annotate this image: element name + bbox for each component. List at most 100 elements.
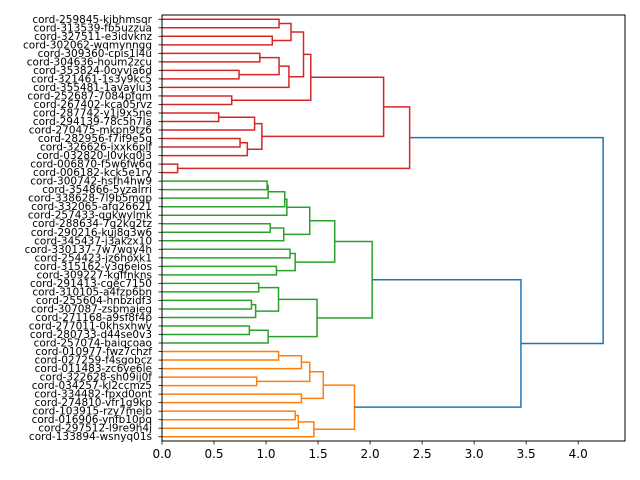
dendrogram-link (162, 227, 285, 242)
dendrogram-link (162, 265, 278, 276)
dendrogram-link (162, 282, 260, 293)
dendrogram-link (162, 163, 179, 174)
dendrogram-link (162, 65, 290, 89)
leaf-label: cord-010977-fwz7chzf (35, 346, 152, 358)
leaf-label: cord-302062-wqmynngg (23, 39, 152, 51)
leaf-label: cord-345437-j3akzx10 (34, 235, 152, 247)
dendrogram-link (272, 22, 292, 42)
leaf-label: cord-103915-rzy7mejb (32, 406, 152, 418)
leaf-label: cord-133894-wsnyq01s (29, 431, 152, 443)
dendrogram-link (162, 376, 258, 387)
leaf-label: cord-255604-hnbzidf3 (36, 295, 152, 307)
leaf-label: cord-334482-fpxd0ont (34, 389, 152, 401)
dendrogram-link (261, 76, 385, 138)
leaf-label: cord-309360-cpis1l4u (38, 48, 152, 60)
leaf-label: cord-327511-e3idvknz (34, 31, 152, 43)
leaf-label: cord-309227-kgffnkns (37, 269, 153, 281)
dendrogram-link (354, 278, 522, 408)
leaf-label: cord-291413-cgec7150 (30, 278, 152, 290)
x-tick-label: 4.0 (569, 447, 588, 461)
leaf-label: cord-287742-y1j9x5ne (33, 107, 152, 119)
leaf-label: cord-252687-7084pfqm (27, 90, 152, 102)
leaf-label: cord-290216-kuj8g3w6 (31, 227, 153, 239)
dendrogram-link (162, 355, 303, 370)
leaf-label: cord-315162-y3g6eios (34, 261, 152, 273)
dendrogram-link (231, 53, 312, 101)
leaf-label: cord-288634-7g2kg2tz (32, 218, 152, 230)
leaf-label: cord-011483-zc6ye6le (35, 363, 152, 375)
dendrogram-link (162, 329, 269, 344)
x-tick-label: 0.0 (152, 447, 171, 461)
x-tick-label: 3.5 (517, 447, 536, 461)
dendrogram-link (162, 222, 271, 234)
dendrogram-link (276, 252, 296, 272)
leaf-label: cord-338628-7l9b5mqp (28, 193, 152, 205)
dendrogram-link (409, 136, 604, 345)
dendrogram-link (162, 325, 251, 336)
leaf-label: cord-267402-kca05rvz (34, 99, 153, 111)
dendrogram-link (268, 298, 318, 338)
leaf-label: cord-270475-mkpn9tz6 (29, 125, 153, 137)
leaf-label: cord-355481-1avaylu3 (33, 82, 152, 94)
leaf-label: cord-300742-hsfh4hw9 (30, 176, 152, 188)
dendrogram-link (162, 303, 257, 319)
leaf-label: cord-016906-ynfb10pq (32, 414, 152, 426)
dendrogram-link (162, 414, 300, 429)
leaf-label: cord-257074-baiqcoao (34, 338, 152, 350)
dendrogram-link (283, 206, 311, 236)
dendrogram-link (162, 116, 256, 131)
leaf-label: cord-326626-ixxk6plf (40, 142, 152, 154)
leaf-label: cord-254423-jz6hoxk1 (35, 252, 153, 264)
leaf-label: cord-332065-afq26621 (31, 201, 152, 213)
leaf-label: cord-032820-l0vkq0j3 (37, 150, 153, 162)
dendrogram-link (317, 240, 373, 319)
leaf-label: cord-257433-qgkwylmk (28, 210, 153, 222)
leaf-label: cord-310105-a4fzp6bn (32, 286, 152, 298)
dendrogram-link (177, 106, 411, 170)
leaf-label: cord-297512-l9re9h4j (38, 423, 152, 435)
dendrogram-link (255, 286, 280, 312)
dendrogram-link (162, 18, 280, 29)
dendrogram-link (288, 31, 305, 78)
dendrogram-link (162, 350, 280, 361)
leaf-label: cord-304636-houm2zcu (27, 56, 152, 68)
leaf-label: cord-307087-zsbmaieg (31, 303, 152, 315)
dendrogram-link (162, 248, 291, 259)
leaf-label: cord-006870-f5w6fw6q (30, 159, 152, 171)
x-tick-label: 1.5 (309, 447, 328, 461)
leaf-label: cord-277011-0khsxhwv (29, 320, 152, 332)
leaf-label: cord-321461-1s3y9kc5 (31, 73, 152, 85)
x-tick-label: 3.0 (465, 447, 484, 461)
x-tick-label: 1.0 (256, 447, 275, 461)
dendrogram-link (162, 112, 220, 123)
dendrogram-link (162, 69, 240, 80)
x-tick-label: 2.0 (361, 447, 380, 461)
leaf-label: cord-294139-78c5h7la (33, 116, 152, 128)
dendrogram-link (162, 299, 253, 310)
leaf-label: cord-330137-7w7wqy4h (25, 244, 152, 256)
leaf-label: cord-271168-a9sf8f4p (35, 312, 152, 324)
dendrogram-link (162, 410, 296, 421)
leaf-label: cord-027259-f4sgobcz (34, 355, 152, 367)
dendrogram-link (247, 122, 263, 150)
leaf-label: cord-280733-d44se0v3 (30, 329, 152, 341)
dendrogram-link (162, 393, 303, 404)
leaf-label: cord-353824-0oyvja6d (33, 65, 152, 77)
dendrogram-link (162, 52, 261, 63)
dendrogram-link (162, 142, 249, 157)
plot-frame (161, 14, 626, 442)
leaf-label: cord-354866-5yzalrri (42, 184, 152, 196)
dendrogram-link (162, 180, 268, 191)
dendrogram-link (162, 184, 269, 199)
x-tick-label: 0.5 (204, 447, 223, 461)
dendrogram-link (313, 384, 356, 431)
leaf-label: cord-006182-kck5e1ry (33, 167, 152, 179)
leaf-label: cord-282956-f7if9e5q (38, 133, 152, 145)
x-tick-label: 2.5 (413, 447, 432, 461)
dendrogram-link (162, 35, 274, 46)
leaf-label: cord-313539-fb5uzzua (34, 22, 152, 34)
dendrogram-link (162, 191, 286, 208)
dendrogram-link (238, 56, 280, 76)
